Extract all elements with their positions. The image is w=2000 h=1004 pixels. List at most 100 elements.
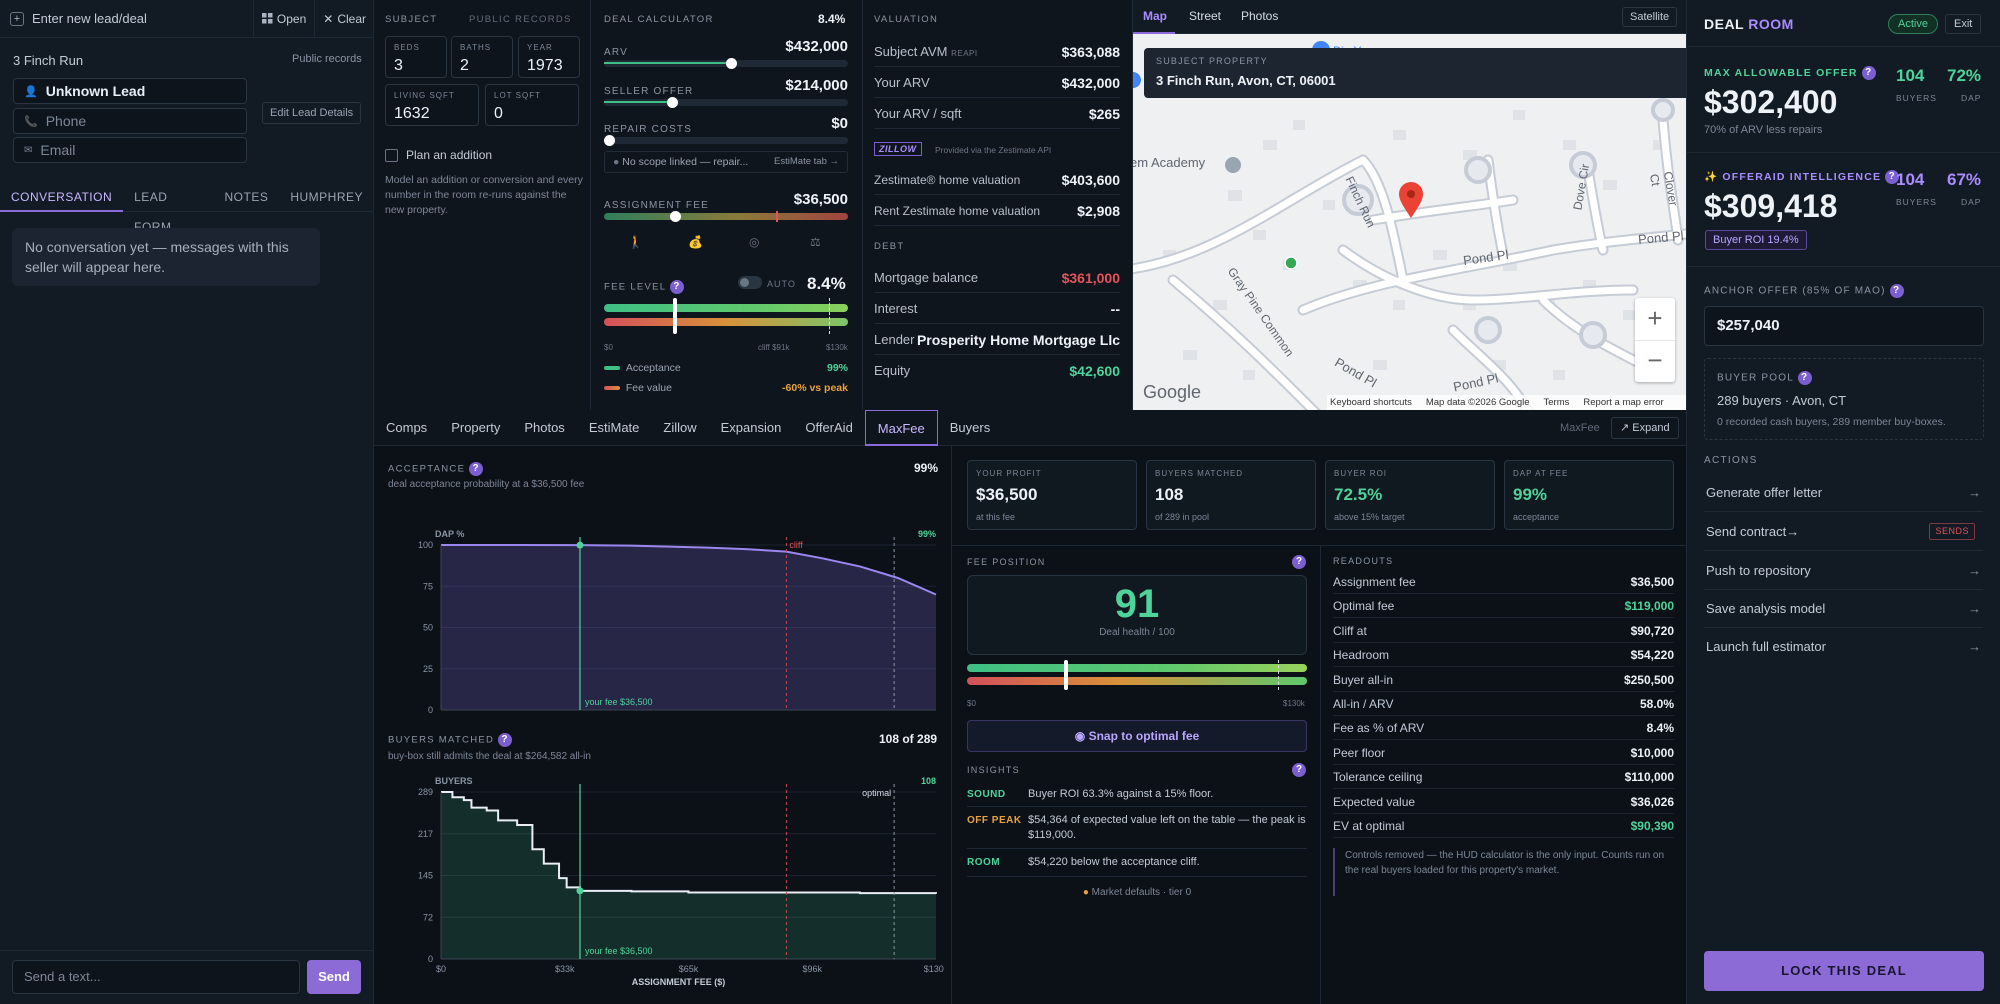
help-icon[interactable]: ? [1292,763,1306,777]
snap-optimal-button[interactable]: ◉ Snap to optimal fee [967,720,1307,752]
tab-notes[interactable]: NOTES [224,189,269,204]
arrow-right-icon: → [1968,601,1981,616]
plan-addition-label: Plan an addition [406,148,493,162]
offeraid-label: ✨ OFFERAID INTELLIGENCE ? [1704,170,1900,185]
baths-box[interactable]: BATHS 2 [451,36,513,78]
launch-estimator-button[interactable]: Launch full estimator → [1704,628,1983,666]
new-lead-input[interactable]: + Enter new lead/deal [0,0,254,37]
exit-button[interactable]: Exit [1945,14,1982,34]
repair-slider[interactable] [603,135,848,146]
report-error-link[interactable]: Report a map error [1583,397,1664,408]
walk-icon[interactable]: 🚶 [628,235,643,249]
equity-label: Equity [874,363,911,378]
readout-value: $250,500 [1623,672,1674,687]
mao-sub: 70% of ARV less repairs [1704,124,1823,136]
tab-buyers[interactable]: Buyers [949,419,991,435]
auto-toggle[interactable] [738,276,762,289]
readout-value: $110,000 [1624,770,1674,785]
help-icon[interactable]: ? [1292,555,1306,569]
tab-comps[interactable]: Comps [386,419,428,435]
tab-maxfee[interactable]: MaxFee [864,409,938,446]
readout-row: Optimal fee $119,000 [1333,594,1674,619]
buyer-pool-card: BUYER POOL ? 289 buyers · Avon, CT 0 rec… [1704,358,1984,440]
help-icon[interactable]: ? [469,462,484,476]
y-tick-label: 289 [418,787,433,797]
bag-icon[interactable]: 💰 [688,235,703,249]
estimate-tab-link[interactable]: EstiMate tab → [774,156,839,167]
repair-handle[interactable] [603,135,615,146]
target-icon[interactable]: ◎ [749,235,760,249]
open-button[interactable]: Open [254,0,314,37]
position-handle[interactable] [1063,660,1068,690]
terms-link[interactable]: Terms [1543,397,1570,408]
balance-icon[interactable]: ⚖ [810,235,821,249]
zoom-out-icon[interactable]: − [1635,340,1675,382]
tab-conversation[interactable]: CONVERSATION [0,182,124,212]
map-tabs: Map Street Photos Satellite [1133,0,1686,34]
tab-expansion[interactable]: Expansion [720,419,782,435]
readout-label: Tolerance ceiling [1333,770,1423,785]
level-cliff: cliff $91k [758,343,790,352]
plan-addition-checkbox[interactable] [385,149,398,162]
email-field[interactable]: ✉ Email [13,137,247,163]
help-icon[interactable]: ? [1797,371,1812,385]
tab-offeraid[interactable]: OfferAid [805,419,853,435]
clear-button[interactable]: ✕ Clear [314,0,374,37]
help-icon[interactable]: ? [1889,284,1904,298]
assignment-fee-handle[interactable] [669,211,681,222]
tab-street[interactable]: Street [1189,9,1222,23]
save-analysis-button[interactable]: Save analysis model → [1704,590,1983,628]
debt-title: DEBT [874,241,905,252]
tab-zillow[interactable]: Zillow [663,419,697,435]
help-icon[interactable]: ? [1885,170,1900,185]
fee-level-handle[interactable] [672,298,677,334]
help-icon[interactable]: ? [498,733,513,747]
y-tick-label: 0 [428,705,433,715]
generate-offer-letter-button[interactable]: Generate offer letter → [1704,474,1983,512]
seller-offer-slider[interactable] [604,97,848,108]
tab-photos[interactable]: Photos [524,419,565,435]
beds-box[interactable]: BEDS 3 [385,36,447,78]
assignment-fee-slider[interactable] [604,211,848,222]
phone-field[interactable]: 📞 Phone [13,108,247,134]
plan-addition-desc: Model an addition or conversion and ever… [385,174,583,216]
keyboard-shortcuts-link[interactable]: Keyboard shortcuts [1330,397,1412,408]
help-icon[interactable]: ? [1861,66,1876,80]
insight-sound-text: Buyer ROI 63.3% against a 15% floor. [1028,788,1214,800]
cliff-marker [776,211,778,222]
expand-button[interactable]: ↗ Expand [1611,417,1679,439]
send-contract-button[interactable]: Send contract→ SENDS [1704,513,1983,551]
map-pin-icon[interactable] [1399,182,1423,218]
seller-offer-handle[interactable] [667,97,679,108]
assignment-fee-row: ASSIGNMENT FEE $36,500 [604,191,848,222]
push-repository-button[interactable]: Push to repository → [1704,552,1983,590]
lot-sqft-box[interactable]: LOT SQFT 0 [485,84,579,126]
living-sqft-box[interactable]: LIVING SQFT 1632 [385,84,479,126]
year-box[interactable]: YEAR 1973 [518,36,580,78]
tab-lead-form[interactable]: LEAD FORM [134,189,172,234]
zoom-in-icon[interactable]: + [1647,303,1663,333]
send-text-input[interactable]: Send a text... [12,960,300,994]
anchor-offer-input[interactable]: $257,040 [1704,306,1984,346]
lead-name-field[interactable]: 👤 Unknown Lead [13,78,247,104]
poi-icon[interactable] [1133,72,1141,88]
school-icon[interactable] [1225,157,1241,173]
tab-property[interactable]: Property [451,419,501,435]
tab-estimate[interactable]: EstiMate [588,419,640,435]
readout-value: $36,500 [1630,575,1674,589]
green-poi-icon[interactable] [1284,256,1298,270]
edit-lead-button[interactable]: Edit Lead Details [262,102,362,124]
arv-slider[interactable] [604,58,848,69]
public-records-tab[interactable]: PUBLIC RECORDS [469,14,572,25]
fee-point [576,541,584,549]
public-records-link[interactable]: Public records [292,53,362,65]
tab-humphrey[interactable]: HUMPHREY [290,189,363,204]
divider [874,66,1120,67]
tab-photos[interactable]: Photos [1241,9,1279,23]
tab-map[interactable]: Map [1143,9,1167,23]
send-button[interactable]: Send [307,960,361,994]
arv-handle[interactable] [725,58,737,69]
lock-deal-button[interactable]: LOCK THIS DEAL [1704,951,1984,991]
help-icon[interactable]: ? [670,280,684,294]
satellite-button[interactable]: Satellite [1622,7,1678,27]
